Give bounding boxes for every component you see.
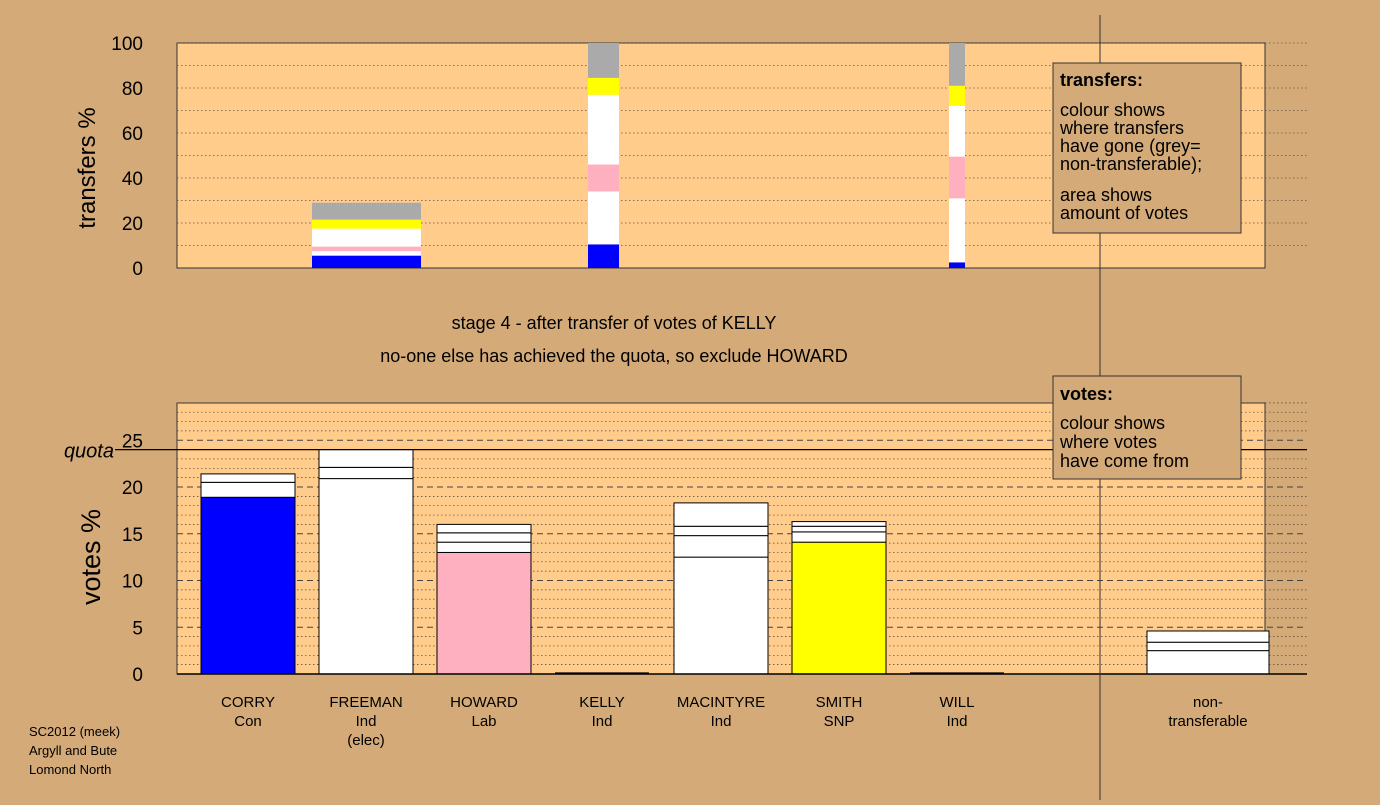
y-tick-label: 100: [111, 34, 143, 55]
votes-tick-labels: 0 5 10 15 20 25: [122, 431, 143, 686]
transfer-segment: [312, 228, 421, 247]
candidate-name: FREEMAN: [329, 694, 402, 711]
candidate-party: transferable: [1168, 713, 1247, 730]
y-tick-label: 15: [122, 525, 143, 546]
candidate-name: WILL: [939, 694, 974, 711]
candidate-note: (elec): [347, 732, 385, 749]
vote-segment: [436, 532, 532, 543]
candidate-party: Ind: [947, 713, 968, 730]
transfer-segment: [949, 156, 965, 199]
vote-segment: [200, 473, 296, 483]
vote-segment: [436, 541, 532, 553]
transfers-legend-line: have gone (grey=: [1060, 136, 1201, 156]
candidate-party: Ind: [356, 713, 377, 730]
y-tick-label: 80: [122, 79, 143, 100]
transfer-segment: [949, 85, 965, 106]
y-tick-label: 0: [132, 665, 143, 686]
transfers-gridlines: [177, 42, 1307, 246]
votes-legend-line: have come from: [1060, 451, 1189, 471]
footer-line: SC2012 (meek): [29, 724, 120, 739]
candidate-party: SNP: [824, 713, 855, 730]
votes-y-label: votes %: [76, 509, 106, 605]
candidate-party: Con: [234, 713, 262, 730]
transfers-legend: transfers: colour shows where transfers …: [1052, 62, 1242, 234]
vote-segment: [673, 535, 769, 558]
transfer-segment: [312, 246, 421, 252]
y-tick-label: 40: [122, 169, 143, 190]
y-tick-label: 0: [132, 259, 143, 280]
transfer-segment: [949, 106, 965, 157]
transfers-legend-title: transfers:: [1060, 70, 1143, 90]
transfer-segment: [588, 191, 619, 245]
candidate-name: MACINTYRE: [677, 694, 765, 711]
transfers-legend-line: where transfers: [1059, 118, 1184, 138]
vote-segment: [791, 531, 887, 543]
quota-label: quota: [64, 441, 114, 463]
transfer-segment: [312, 251, 421, 256]
candidate-name: HOWARD: [450, 694, 518, 711]
votes-legend-title: votes:: [1060, 384, 1113, 404]
transfers-legend-line: area shows: [1060, 185, 1152, 205]
vote-segment: [200, 496, 296, 675]
footer-line: Lomond North: [29, 762, 111, 777]
stage-subtitle: no-one else has achieved the quota, so e…: [380, 346, 848, 366]
y-tick-label: 10: [122, 572, 143, 593]
transfer-segment: [949, 262, 965, 268]
transfers-legend-line: non-transferable);: [1060, 154, 1202, 174]
transfers-tick-labels: 0 20 40 60 80 100: [111, 34, 143, 280]
transfer-bars: [312, 43, 965, 268]
vote-segment: [673, 502, 769, 527]
transfer-segment: [949, 43, 965, 86]
vote-segment: [1146, 630, 1270, 643]
y-tick-label: 5: [132, 618, 143, 639]
vote-segment: [436, 551, 532, 675]
transfer-segment: [588, 244, 619, 268]
vote-segment: [200, 481, 296, 498]
vote-segment: [436, 523, 532, 534]
vote-segment: [673, 525, 769, 537]
transfer-segment: [312, 202, 421, 220]
vote-segment: [1146, 641, 1270, 652]
votes-legend-line: colour shows: [1060, 413, 1165, 433]
y-tick-label: 25: [122, 431, 143, 452]
candidate-party: Lab: [471, 713, 496, 730]
candidate-labels: CORRY Con FREEMAN Ind (elec) HOWARD Lab KELLY In…: [221, 694, 1248, 749]
vote-segment: [318, 466, 414, 480]
vote-segment: [318, 478, 414, 675]
candidate-party: Ind: [711, 713, 732, 730]
transfers-legend-line: colour shows: [1060, 100, 1165, 120]
vote-segment: [791, 541, 887, 675]
transfer-segment: [949, 198, 965, 263]
stage-title: stage 4 - after transfer of votes of KEL…: [452, 313, 777, 333]
y-tick-label: 20: [122, 214, 143, 235]
candidate-name: SMITH: [816, 694, 863, 711]
transfer-segment: [588, 43, 619, 78]
footer-line: Argyll and Bute: [29, 743, 117, 758]
votes-legend-line: where votes: [1059, 432, 1157, 452]
vote-bars: [200, 449, 1270, 675]
transfer-segment: [312, 219, 421, 229]
candidate-name: non-: [1193, 694, 1223, 711]
transfers-y-label: transfers %: [74, 107, 101, 228]
transfers-legend-line: amount of votes: [1060, 203, 1188, 223]
transfer-segment: [588, 94, 619, 165]
votes-legend: votes: colour shows where votes have com…: [1052, 375, 1242, 480]
candidate-party: Ind: [592, 713, 613, 730]
candidate-name: CORRY: [221, 694, 275, 711]
transfer-segment: [588, 77, 619, 95]
y-tick-label: 60: [122, 124, 143, 145]
candidate-name: KELLY: [579, 694, 625, 711]
vote-segment: [1146, 650, 1270, 675]
vote-segment: [673, 556, 769, 675]
vote-segment: [318, 449, 414, 468]
y-tick-label: 20: [122, 478, 143, 499]
vote-segment: [791, 525, 887, 533]
vote-segment: [791, 521, 887, 527]
transfer-segment: [588, 164, 619, 192]
transfer-segment: [312, 255, 421, 268]
